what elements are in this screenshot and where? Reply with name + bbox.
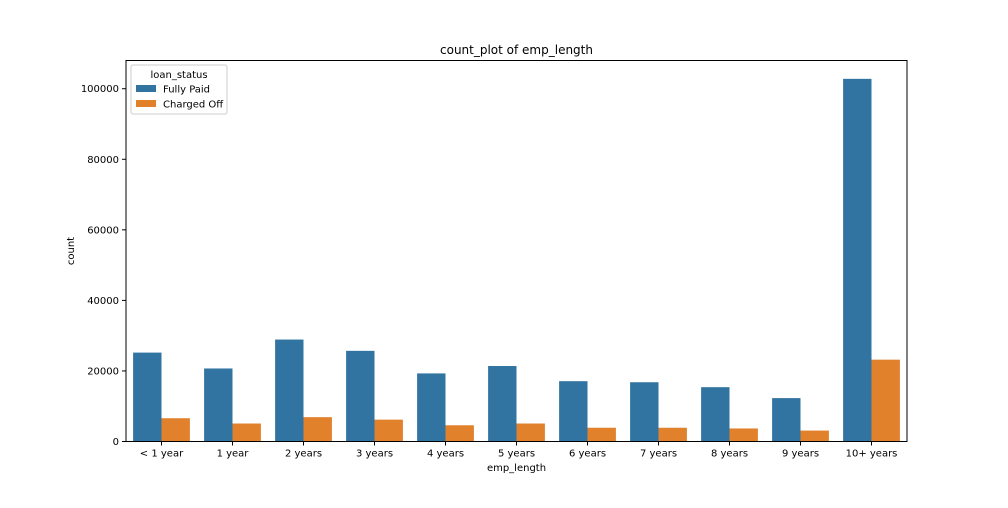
bar-fully-paid — [701, 387, 730, 442]
bar-fully-paid — [275, 339, 304, 442]
bar-fully-paid — [559, 381, 588, 442]
legend-label: Charged Off — [163, 100, 224, 111]
bar-charged-off — [658, 427, 687, 442]
legend-swatch — [136, 100, 156, 107]
x-tick-label: 7 years — [640, 449, 677, 460]
bar-charged-off — [374, 419, 403, 442]
x-tick-label: 4 years — [427, 449, 464, 460]
chart-title: count_plot of emp_length — [440, 43, 593, 57]
y-tick-label: 60000 — [87, 225, 119, 236]
x-tick-label: 2 years — [285, 449, 322, 460]
y-tick-label: 80000 — [87, 155, 119, 166]
legend: loan_status Fully Paid Charged Off — [130, 64, 228, 115]
x-tick-label: 5 years — [498, 449, 535, 460]
bar-fully-paid — [488, 366, 517, 442]
y-axis-label: count — [66, 237, 77, 265]
bar-fully-paid — [417, 373, 446, 442]
legend-label: Fully Paid — [163, 85, 210, 96]
x-tick-label: < 1 year — [140, 449, 184, 460]
bar-charged-off — [800, 430, 829, 442]
bar-fully-paid — [204, 368, 233, 442]
bar-charged-off — [587, 427, 616, 442]
y-tick-label: 100000 — [81, 84, 119, 95]
x-tick-label: 6 years — [569, 449, 606, 460]
bar-fully-paid — [346, 350, 375, 442]
plot-frame — [125, 60, 908, 442]
bar-fully-paid — [630, 382, 659, 442]
x-axis-label: emp_length — [487, 463, 546, 474]
bar-fully-paid — [133, 352, 162, 442]
bar-charged-off — [729, 428, 758, 442]
x-tick-label: 9 years — [782, 449, 819, 460]
bar-charged-off — [161, 418, 190, 442]
bar-charged-off — [232, 423, 261, 442]
x-axis-ticks: < 1 year 1 year 2 years 3 years 4 years 5 yea… — [140, 441, 898, 460]
x-tick-label: 1 year — [217, 449, 250, 460]
x-tick-label: 3 years — [356, 449, 393, 460]
y-tick-label: 20000 — [87, 366, 119, 377]
bars-group — [133, 78, 900, 442]
bar-charged-off — [445, 425, 474, 442]
x-tick-label: 8 years — [711, 449, 748, 460]
y-tick-label: 40000 — [87, 296, 119, 307]
bar-fully-paid — [843, 78, 872, 442]
legend-title: loan_status — [150, 70, 207, 81]
bar-charged-off — [871, 359, 900, 442]
bar-charged-off — [516, 423, 545, 442]
bar-fully-paid — [772, 398, 801, 442]
x-tick-label: 10+ years — [846, 449, 898, 460]
y-tick-label: 0 — [113, 437, 119, 448]
y-axis-ticks: 0 20000 40000 60000 80000 100000 — [81, 84, 126, 448]
legend-swatch — [136, 85, 156, 92]
bar-charged-off — [303, 417, 332, 442]
